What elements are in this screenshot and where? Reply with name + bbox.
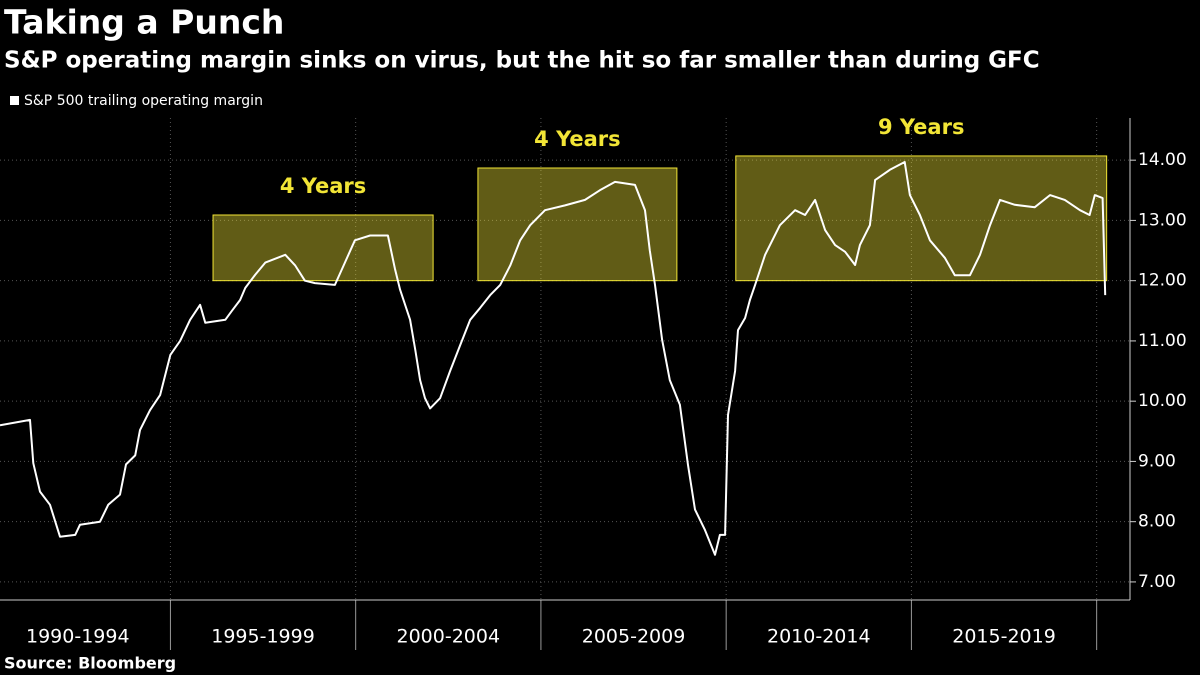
x-tick-label: 2000-2004	[397, 626, 501, 648]
chart-title: Taking a Punch	[4, 3, 284, 42]
x-tick-label: 2010-2014	[767, 626, 871, 648]
legend-swatch	[10, 96, 19, 105]
x-tick-label: 1995-1999	[211, 626, 315, 648]
annotation-label: 9 Years	[878, 115, 964, 139]
y-tick-label: 14.00	[1138, 150, 1187, 170]
x-tick-label: 2015-2019	[952, 626, 1056, 648]
x-tick-label: 1990-1994	[26, 626, 130, 648]
y-tick-label: 11.00	[1138, 331, 1187, 351]
legend-label: S&P 500 trailing operating margin	[24, 93, 263, 109]
y-tick-label: 9.00	[1138, 451, 1176, 471]
x-tick-label: 2005-2009	[582, 626, 686, 648]
y-tick-label: 8.00	[1138, 512, 1176, 532]
chart-subtitle: S&P operating margin sinks on virus, but…	[4, 48, 1040, 74]
y-tick-label: 13.00	[1138, 210, 1187, 230]
annotation-box	[212, 214, 434, 282]
annotation-label: 4 Years	[534, 127, 620, 151]
y-tick-label: 10.00	[1138, 391, 1187, 411]
source: Source: Bloomberg	[4, 654, 176, 673]
y-tick-label: 7.00	[1138, 572, 1176, 592]
annotation-label: 4 Years	[280, 174, 366, 198]
series-line	[0, 161, 1107, 556]
y-tick-label: 12.00	[1138, 271, 1187, 291]
